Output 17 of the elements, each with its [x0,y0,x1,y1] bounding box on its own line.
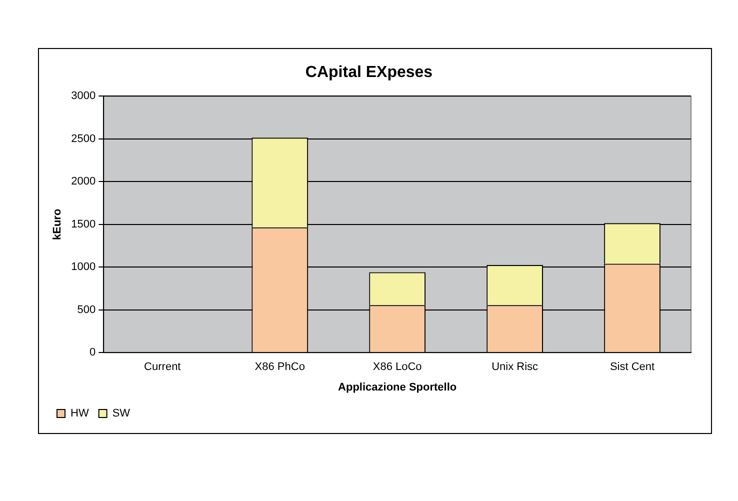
y-tick-label: 0 [90,346,96,359]
y-tick-label: 2000 [71,176,96,188]
x-axis-title: Applicazione Sportello [338,381,457,394]
x-tick-label: X86 PhCo [254,361,305,374]
legend-label: HW [70,408,90,420]
x-tick-label: Unix Risc [492,361,539,374]
chart-title: CApital EXpeses [305,64,433,82]
y-tick-label: 500 [77,304,96,316]
x-tick-label: X86 LoCo [372,361,422,374]
y-tick-label: 2500 [71,132,96,145]
y-axis-title: kEuro [52,208,64,240]
x-tick-label: Current [144,361,181,374]
x-tick-label: Sist Cent [610,361,655,374]
y-tick-label: 1000 [71,261,96,274]
y-tick-label: 1500 [71,218,96,230]
legend-label: SW [112,408,131,420]
y-tick-label: 3000 [71,90,96,102]
